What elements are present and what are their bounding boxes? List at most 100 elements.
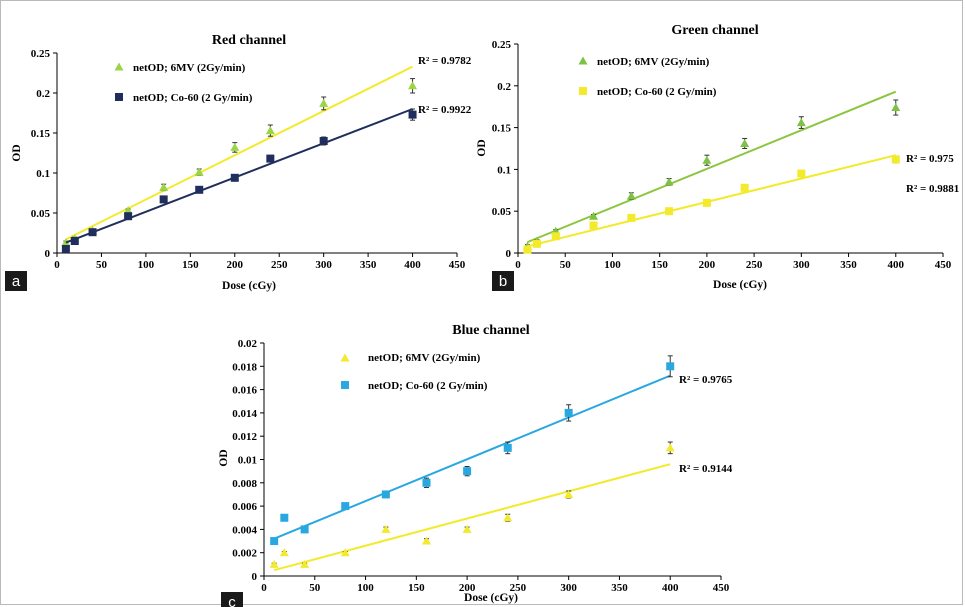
data-point-square	[740, 183, 749, 192]
data-point-square	[891, 155, 900, 164]
data-point-square	[270, 537, 279, 546]
chart-panel-c: 0 50 100 150 200 250 300 350 400 450 0 0.002 0.004 0.…	[218, 323, 733, 607]
y-tick-label: 0.25	[492, 39, 512, 51]
y-tick-label: 0	[252, 571, 258, 583]
y-tick-label: 0.016	[232, 385, 257, 397]
data-point-square	[797, 169, 806, 178]
legend-label: netOD; Co-60 (2 Gy/min)	[368, 380, 488, 392]
data-point-triangle	[702, 155, 712, 164]
trendline-2	[273, 374, 671, 540]
x-tick-label: 350	[611, 582, 628, 594]
data-point-square	[70, 237, 79, 245]
trendline-1	[273, 463, 671, 572]
y-tick-label: 0.008	[232, 478, 257, 490]
y-tick-label: 0	[506, 248, 512, 260]
data-point-triangle	[796, 118, 806, 127]
data-point-square	[564, 408, 573, 417]
legend-label: netOD; 6MV (2Gy/min)	[133, 62, 246, 74]
y-tick-label: 0.05	[31, 208, 51, 220]
x-tick-label: 450	[935, 259, 952, 271]
x-tick-label: 50	[96, 259, 108, 271]
y-axis-label: OD	[11, 144, 23, 161]
legend-marker-triangle	[578, 56, 588, 65]
x-tick-label: 400	[404, 259, 421, 271]
data-point-square	[159, 195, 168, 204]
x-axis-label: Dose (cGy)	[713, 279, 767, 291]
x-tick-label: 200	[699, 259, 716, 271]
y-tick-label: 0.2	[497, 81, 511, 93]
data-point-square	[341, 502, 350, 511]
x-tick-label: 350	[840, 259, 857, 271]
data-point-triangle	[381, 524, 391, 533]
data-point-triangle	[589, 211, 599, 220]
data-point-square	[88, 228, 97, 237]
data-point-triangle	[265, 126, 275, 135]
trendline-1	[527, 90, 897, 244]
panel-tag-bg	[5, 271, 27, 291]
data-point-square	[589, 221, 598, 230]
x-tick-label: 250	[746, 259, 763, 271]
r-squared-label: R² = 0.9144	[679, 463, 733, 475]
x-tick-label: 0	[515, 259, 521, 271]
x-tick-label: 300	[560, 582, 577, 594]
data-point-triangle	[626, 191, 636, 200]
data-point-triangle	[891, 103, 901, 112]
panel-tag: c	[228, 594, 236, 607]
trendline-1	[65, 65, 414, 241]
data-point-square	[230, 173, 239, 182]
chart-panel-a: 0 50 100 150 200 250 300 350 400 450 0 0.05 0.1 0.15 0…	[5, 33, 472, 292]
x-tick-label: 250	[510, 582, 527, 594]
data-point-triangle	[123, 206, 133, 215]
data-point-square	[463, 467, 472, 476]
panel-tag-bg	[492, 271, 514, 291]
y-tick-label: 0.006	[232, 501, 257, 513]
data-point-square	[381, 490, 390, 499]
y-tick-label: 0.2	[36, 88, 50, 100]
y-tick-label: 0.1	[497, 164, 511, 176]
x-axis-label: Dose (cGy)	[464, 592, 518, 604]
data-point-triangle	[564, 489, 574, 498]
x-axis-label: Dose (cGy)	[222, 280, 276, 292]
legend-marker-square	[341, 381, 349, 389]
legend-marker-triangle	[114, 62, 124, 71]
y-tick-label: 0.05	[492, 206, 512, 218]
x-tick-label: 0	[261, 582, 267, 594]
legend-label: netOD; 6MV (2Gy/min)	[597, 56, 710, 68]
y-axis-label: OD	[218, 449, 230, 466]
data-point-square	[280, 513, 289, 522]
y-tick-label: 0.004	[232, 524, 257, 536]
legend-marker-square	[579, 87, 587, 95]
data-point-square	[124, 212, 133, 221]
legend-label: netOD; 6MV (2Gy/min)	[368, 352, 481, 364]
y-tick-label: 0.012	[232, 431, 257, 443]
x-tick-label: 200	[459, 582, 476, 594]
data-point-triangle	[269, 559, 279, 568]
data-point-triangle	[159, 182, 169, 191]
trendline-2	[527, 154, 897, 248]
data-point-triangle	[194, 167, 204, 176]
y-tick-label: 0	[45, 248, 51, 260]
x-tick-label: 0	[54, 259, 60, 271]
x-tick-label: 50	[309, 582, 321, 594]
y-axis-label: OD	[476, 139, 488, 156]
data-point-triangle	[665, 443, 675, 452]
data-point-square	[627, 213, 636, 222]
x-tick-label: 100	[604, 259, 621, 271]
r-squared-label: R² = 0.9782	[418, 55, 472, 67]
panel-tag: a	[12, 273, 21, 290]
y-tick-label: 0.014	[232, 408, 257, 420]
data-point-triangle	[462, 524, 472, 533]
data-point-square	[408, 110, 417, 119]
data-point-triangle	[421, 536, 431, 545]
data-point-square	[503, 443, 512, 452]
x-tick-label: 350	[360, 259, 377, 271]
data-point-triangle	[503, 513, 513, 522]
r-squared-label: R² = 0.9922	[418, 104, 472, 116]
legend-marker-square	[115, 93, 123, 101]
legend-label: netOD; Co-60 (2 Gy/min)	[133, 92, 253, 104]
data-point-square	[532, 239, 541, 248]
y-tick-label: 0.25	[31, 48, 51, 60]
x-tick-label: 250	[271, 259, 288, 271]
chart-panel-b: 0 50 100 150 200 250 300 350 400 450 0 0.05 0.1 0.15 0…	[476, 23, 959, 291]
